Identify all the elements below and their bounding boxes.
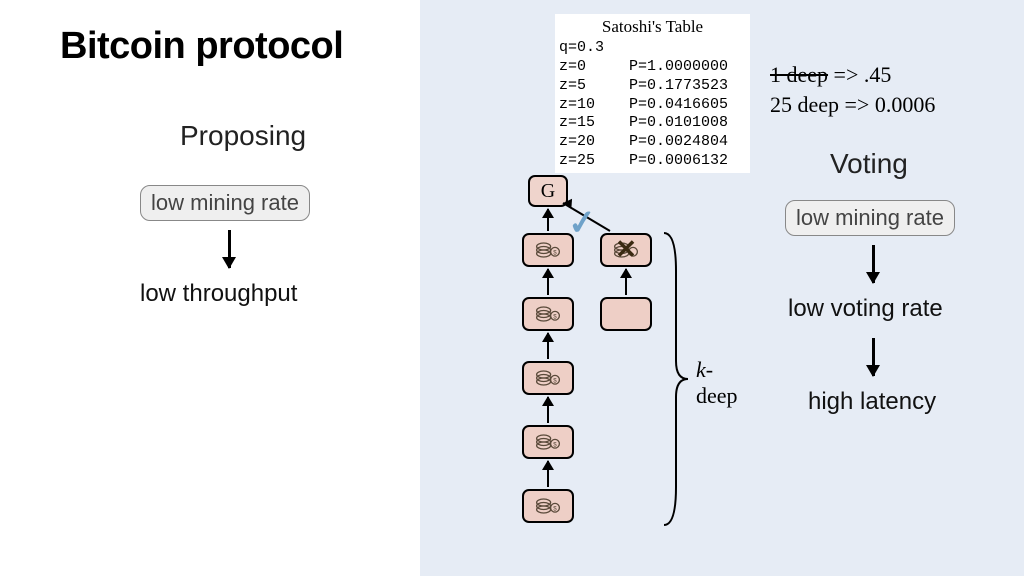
satoshi-row: z=0P=1.0000000 [559, 58, 746, 77]
sat-z: z=15 [559, 114, 629, 133]
arrow-voting-1 [872, 245, 875, 283]
sat-z: z=10 [559, 96, 629, 115]
sat-p: P=0.0101008 [629, 114, 746, 133]
coins-icon: $ [534, 368, 562, 388]
chain-block: $ [522, 489, 574, 523]
depth-note-1-struck: 1 deep [770, 62, 828, 87]
sat-z: z=5 [559, 77, 629, 96]
sat-p: P=0.0024804 [629, 133, 746, 152]
svg-text:$: $ [553, 441, 557, 448]
sat-z: z=25 [559, 152, 629, 171]
sat-p: P=0.0006132 [629, 152, 746, 171]
satoshi-row: z=5P=0.1773523 [559, 77, 746, 96]
proposing-consequence: low throughput [140, 280, 297, 308]
voting-heading: Voting [830, 148, 908, 180]
chain-edge [547, 461, 549, 487]
sat-p: P=1.0000000 [629, 58, 746, 77]
fork-edge [625, 269, 627, 295]
satoshi-row: z=15P=0.0101008 [559, 114, 746, 133]
coins-icon: $ [534, 304, 562, 324]
arrow-proposing [228, 230, 231, 268]
fork-block-empty [600, 297, 652, 331]
satoshi-table: Satoshi's Table q=0.3 z=0P=1.0000000 z=5… [555, 14, 750, 173]
chain-block: $ [522, 297, 574, 331]
depth-note-1-rest: => .45 [828, 62, 891, 87]
coins-icon [612, 240, 640, 260]
proposing-tag: low mining rate [140, 185, 310, 221]
depth-note-1: 1 deep => .45 [770, 62, 891, 88]
k-deep-label: k-deep [696, 357, 750, 409]
arrow-voting-2 [872, 338, 875, 376]
satoshi-table-title: Satoshi's Table [559, 16, 746, 37]
chain-edge [547, 269, 549, 295]
svg-text:$: $ [553, 505, 557, 512]
sat-p: P=0.1773523 [629, 77, 746, 96]
svg-text:$: $ [553, 313, 557, 320]
blockchain-diagram: G $ $ $ $ $ ✓ k-deep [460, 175, 750, 565]
satoshi-row: z=25P=0.0006132 [559, 152, 746, 171]
satoshi-q-line: q=0.3 [559, 39, 746, 58]
satoshi-row: z=20P=0.0024804 [559, 133, 746, 152]
checkmark-icon: ✓ [566, 202, 598, 244]
chain-edge [547, 209, 549, 231]
voting-tag: low mining rate [785, 200, 955, 236]
chain-block: $ [522, 361, 574, 395]
voting-consequence-2: high latency [808, 388, 936, 416]
depth-note-2: 25 deep => 0.0006 [770, 92, 935, 118]
sat-z: z=0 [559, 58, 629, 77]
chain-block: $ [522, 425, 574, 459]
satoshi-row: z=10P=0.0416605 [559, 96, 746, 115]
fork-block-rejected [600, 233, 652, 267]
brace-icon [660, 231, 690, 527]
coins-icon: $ [534, 496, 562, 516]
proposing-heading: Proposing [180, 120, 306, 152]
sat-z: z=20 [559, 133, 629, 152]
svg-text:$: $ [553, 249, 557, 256]
sat-p: P=0.0416605 [629, 96, 746, 115]
voting-consequence-1: low voting rate [788, 295, 943, 323]
svg-text:$: $ [553, 377, 557, 384]
chain-block: $ [522, 233, 574, 267]
coins-icon: $ [534, 432, 562, 452]
page-title: Bitcoin protocol [60, 25, 343, 68]
coins-icon: $ [534, 240, 562, 260]
chain-edge [547, 333, 549, 359]
chain-edge [547, 397, 549, 423]
